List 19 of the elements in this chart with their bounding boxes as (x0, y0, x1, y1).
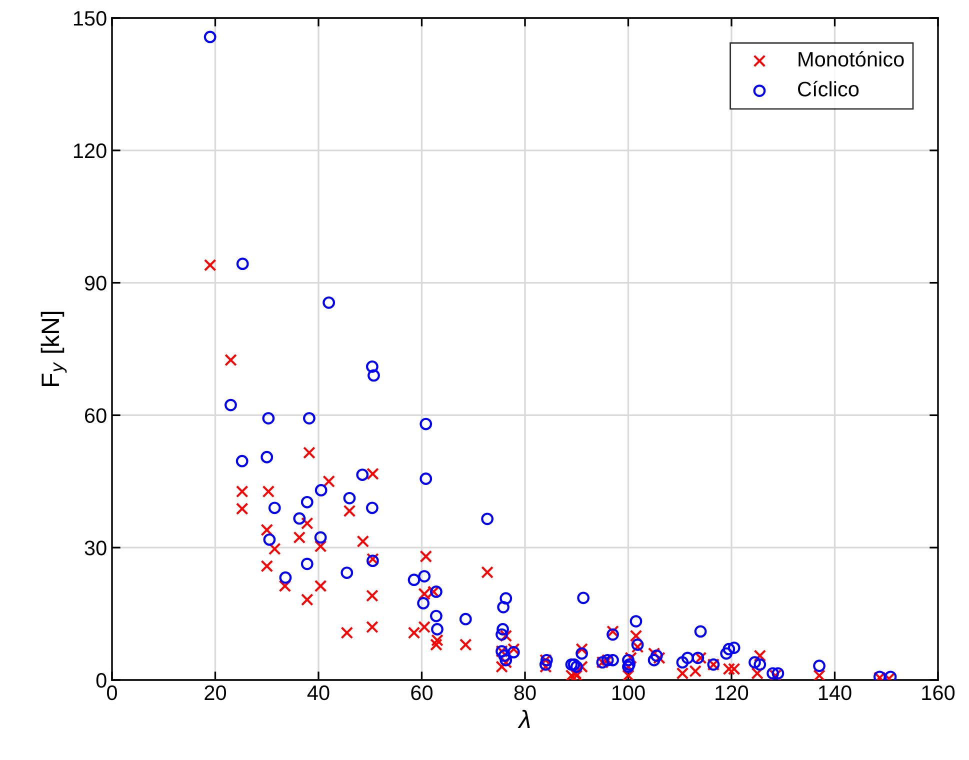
legend-label: Cíclico (798, 80, 859, 96)
x-tick-label: 0 (107, 685, 117, 700)
x-tick-label: 20 (204, 685, 226, 700)
x-tick-label: 100 (612, 685, 645, 700)
x-tick-label: 160 (922, 685, 955, 700)
y-tick-label: 0 (96, 673, 106, 688)
x-tick-label: 140 (818, 685, 852, 700)
y-tick-label: 90 (84, 276, 106, 291)
x-tick-label: 120 (716, 685, 748, 700)
x-axis-title: λ (518, 710, 530, 728)
y-tick-label: 60 (85, 408, 106, 423)
y-tick-label: 120 (74, 143, 106, 158)
y-tick-label: 30 (84, 540, 106, 556)
x-tick-label: 60 (411, 685, 433, 700)
legend-label: Monotónico (798, 51, 904, 67)
y-tick-label: 150 (74, 11, 106, 26)
x-tick-label: 80 (514, 685, 536, 700)
x-tick-label: 40 (307, 685, 330, 700)
y-axis-title: F$_{y}$ [kN] (40, 312, 67, 386)
